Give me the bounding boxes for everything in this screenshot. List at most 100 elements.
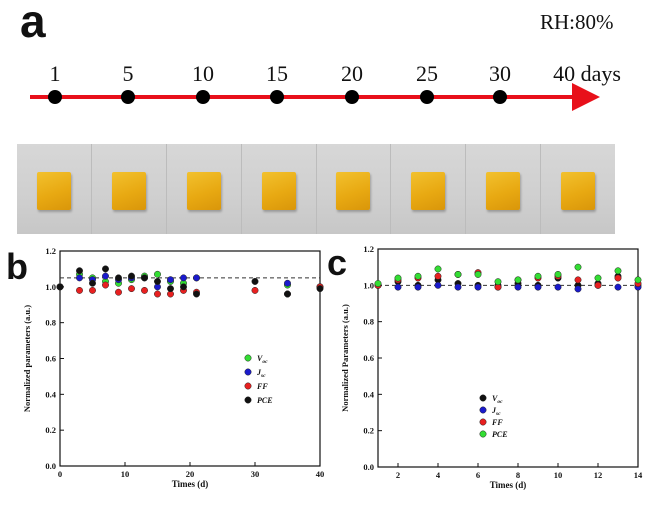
data-point: [474, 270, 482, 278]
data-point: [394, 274, 402, 282]
data-point: [284, 279, 291, 287]
legend-label: Voc: [492, 394, 503, 405]
data-point: [56, 283, 64, 291]
data-point: [141, 286, 148, 294]
x-tick-label: 2: [396, 470, 400, 480]
data-point: [193, 274, 200, 282]
timeline-label: 1: [50, 61, 61, 86]
legend-label: PCE: [492, 430, 508, 439]
data-point: [180, 283, 187, 291]
legend-marker: [479, 418, 487, 426]
timeline-label: 15: [266, 61, 288, 86]
timeline-dot: [420, 90, 434, 104]
legend-label: Jsc: [491, 406, 501, 417]
timeline-dot: [196, 90, 210, 104]
data-point: [154, 270, 161, 278]
y-tick-label: 1.0: [363, 280, 374, 290]
data-point: [167, 276, 174, 284]
data-point: [141, 274, 148, 282]
data-point: [454, 270, 462, 278]
data-point: [251, 278, 259, 285]
perovskite-film: [486, 172, 521, 210]
data-point: [614, 283, 622, 291]
data-point: [594, 281, 602, 289]
x-tick-label: 0: [58, 469, 62, 479]
data-point: [494, 278, 502, 286]
legend-label: FF: [256, 382, 268, 391]
data-point: [474, 283, 482, 291]
plot-frame: [59, 250, 321, 467]
data-point: [574, 276, 582, 284]
y-tick-label: 0.8: [363, 317, 374, 327]
perovskite-film: [336, 172, 371, 210]
y-tick-label: 0.0: [45, 461, 56, 471]
y-tick-label: 1.0: [45, 282, 56, 292]
legend-marker: [479, 430, 487, 438]
sample-photo: [166, 144, 242, 234]
data-point: [115, 274, 122, 282]
y-tick-label: 0.2: [45, 425, 56, 435]
data-point: [534, 283, 542, 291]
y-axis-label: Normalized Parameters (a.u.): [340, 304, 350, 412]
data-point: [76, 274, 83, 282]
timeline-dot: [345, 90, 359, 104]
data-point: [554, 283, 562, 291]
timeline-label: 10: [192, 61, 214, 86]
y-tick-label: 0.4: [45, 389, 56, 399]
data-point: [76, 286, 83, 294]
data-point: [154, 278, 161, 285]
legend-label: PCE: [257, 396, 273, 405]
y-tick-label: 0.6: [363, 353, 374, 363]
timeline-label: 25: [416, 61, 438, 86]
x-tick-label: 14: [634, 470, 643, 480]
legend-marker: [244, 354, 252, 362]
data-point: [434, 265, 442, 273]
timeline-arrowhead: [572, 83, 600, 111]
x-tick-label: 8: [516, 470, 520, 480]
data-point: [76, 267, 83, 275]
x-tick-label: 20: [186, 469, 195, 479]
data-point: [554, 270, 562, 278]
data-point: [167, 285, 174, 293]
perovskite-film: [411, 172, 446, 210]
legend-marker: [479, 406, 487, 414]
perovskite-film: [111, 172, 146, 210]
data-point: [414, 272, 422, 280]
perovskite-film: [186, 172, 221, 210]
legend-label: Voc: [257, 354, 268, 365]
data-point: [574, 263, 582, 271]
data-point: [614, 274, 622, 282]
legend-marker: [244, 396, 252, 404]
data-point: [89, 286, 96, 294]
chart-c: 0.0 0.2 0.4 0.6 0.8 1.0 1.2 2 4 6 8 10 12 14 Times (d)…: [340, 244, 643, 490]
data-point: [594, 274, 602, 282]
data-point: [634, 276, 642, 284]
data-point: [115, 288, 122, 296]
y-tick-label: 0.2: [363, 426, 374, 436]
data-point: [434, 281, 442, 289]
legend-label: FF: [491, 418, 503, 427]
data-point: [102, 281, 109, 289]
data-point: [574, 285, 582, 293]
x-tick-label: 6: [476, 470, 480, 480]
timeline-label: 30: [489, 61, 511, 86]
timeline-dot: [270, 90, 284, 104]
y-tick-label: 0.4: [363, 389, 374, 399]
data-point: [102, 265, 109, 273]
data-point: [614, 267, 622, 275]
data-point: [316, 285, 324, 293]
x-tick-label: 40: [316, 469, 325, 479]
timeline-label: 5: [123, 61, 134, 86]
data-point: [193, 290, 200, 298]
y-tick-label: 1.2: [45, 246, 56, 256]
data-point: [251, 286, 259, 294]
legend-marker: [244, 382, 252, 390]
x-axis-label: Times (d): [172, 479, 209, 489]
panel-b-label: b: [6, 246, 28, 287]
sample-photo: [466, 144, 542, 234]
y-tick-label: 0.0: [363, 462, 374, 472]
data-point: [514, 283, 522, 291]
x-tick-label: 10: [554, 470, 563, 480]
y-tick-label: 0.8: [45, 318, 56, 328]
timeline: 1 5 10 15 20 25 30 40 days: [30, 61, 621, 111]
